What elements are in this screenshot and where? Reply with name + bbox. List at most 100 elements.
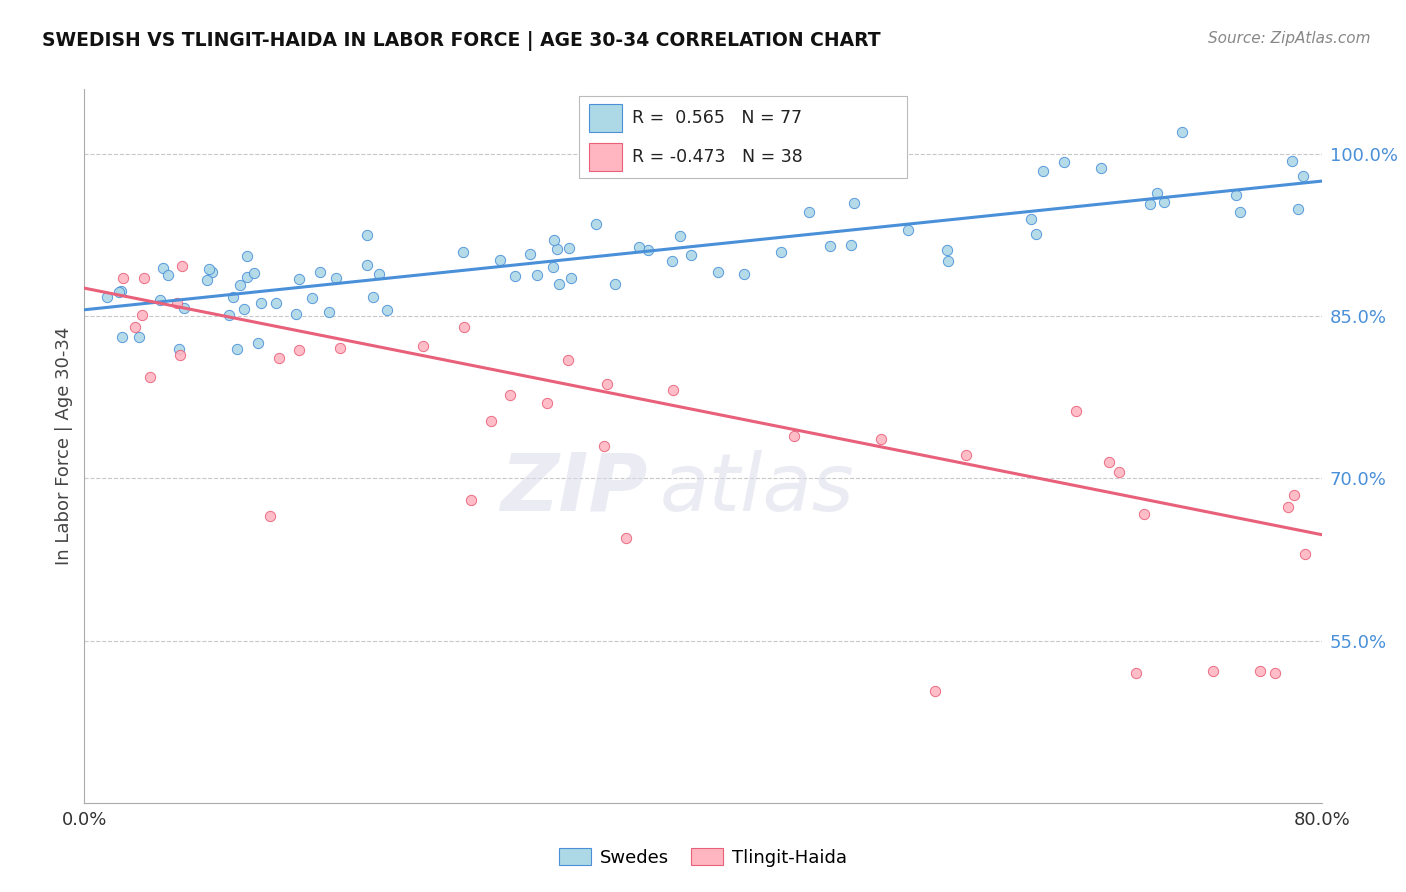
Point — [1294, 547, 1316, 561]
Point — [235, 249, 257, 263]
Point — [247, 336, 270, 351]
Point — [936, 254, 959, 268]
Point — [134, 271, 156, 285]
Point — [131, 309, 153, 323]
Point — [661, 254, 683, 268]
Point — [1098, 455, 1121, 469]
Point — [167, 342, 190, 356]
Point — [844, 195, 866, 210]
Point — [489, 252, 512, 267]
Point — [111, 329, 134, 343]
Point — [169, 348, 191, 362]
Point — [229, 277, 252, 292]
Text: SWEDISH VS TLINGIT-HAIDA IN LABOR FORCE | AGE 30-34 CORRELATION CHART: SWEDISH VS TLINGIT-HAIDA IN LABOR FORCE … — [42, 31, 880, 51]
Point — [536, 395, 558, 409]
Point — [1066, 404, 1088, 418]
Y-axis label: In Labor Force | Age 30-34: In Labor Force | Age 30-34 — [55, 326, 73, 566]
Point — [1146, 186, 1168, 200]
Point — [166, 296, 188, 310]
Point — [96, 289, 118, 303]
Point — [870, 432, 893, 446]
Point — [783, 428, 806, 442]
Point — [124, 319, 146, 334]
Point — [543, 260, 565, 275]
Point — [1090, 161, 1112, 175]
Point — [259, 509, 281, 524]
Point — [285, 307, 308, 321]
Point — [218, 308, 240, 322]
Point — [201, 265, 224, 279]
Point — [603, 277, 626, 291]
Point — [242, 266, 264, 280]
Point — [221, 290, 243, 304]
Point — [797, 205, 820, 219]
Point — [547, 277, 569, 291]
Point — [924, 684, 946, 698]
Point — [453, 319, 475, 334]
Point — [593, 439, 616, 453]
Point — [1292, 169, 1315, 183]
Point — [596, 376, 619, 391]
Point — [733, 267, 755, 281]
Point — [269, 351, 291, 365]
Point — [356, 227, 378, 242]
Point — [110, 284, 132, 298]
Point — [820, 238, 842, 252]
Point — [170, 259, 193, 273]
Point — [1249, 664, 1271, 678]
Text: ZIP: ZIP — [501, 450, 647, 528]
Point — [318, 305, 340, 319]
Point — [233, 302, 256, 317]
Point — [1025, 227, 1047, 241]
Point — [1019, 212, 1042, 227]
Point — [1281, 153, 1303, 168]
Point — [936, 243, 959, 257]
Point — [198, 262, 221, 277]
Point — [955, 448, 977, 462]
Point — [557, 352, 579, 367]
Point — [111, 271, 134, 285]
Point — [412, 338, 434, 352]
Point — [1282, 488, 1305, 502]
Point — [1225, 187, 1247, 202]
Point — [173, 301, 195, 316]
Point — [149, 293, 172, 308]
Point — [1125, 666, 1147, 681]
Point — [108, 285, 131, 299]
Point — [1108, 466, 1130, 480]
Point — [1153, 194, 1175, 209]
Point — [558, 241, 581, 255]
Point — [236, 269, 259, 284]
Point — [1132, 508, 1154, 522]
Point — [288, 272, 311, 286]
Point — [453, 245, 475, 260]
Point — [679, 248, 702, 262]
Point — [503, 268, 526, 283]
Point — [669, 229, 692, 244]
Point — [309, 265, 332, 279]
Text: atlas: atlas — [659, 450, 855, 528]
Point — [897, 223, 920, 237]
Point — [1229, 205, 1251, 219]
Point — [356, 259, 378, 273]
Point — [368, 268, 391, 282]
Point — [329, 341, 352, 355]
Point — [139, 370, 162, 384]
Point — [1171, 125, 1194, 139]
Point — [526, 268, 548, 282]
Point — [301, 291, 323, 305]
Point — [1032, 164, 1054, 178]
Point — [543, 233, 565, 247]
Point — [363, 290, 385, 304]
Point — [499, 387, 522, 401]
Point — [226, 342, 249, 356]
Point — [546, 242, 568, 256]
Point — [839, 237, 862, 252]
Point — [128, 330, 150, 344]
Point — [627, 240, 650, 254]
Point — [662, 384, 685, 398]
Point — [152, 260, 174, 275]
Point — [1202, 664, 1225, 678]
Point — [1277, 500, 1299, 515]
Point — [325, 270, 347, 285]
